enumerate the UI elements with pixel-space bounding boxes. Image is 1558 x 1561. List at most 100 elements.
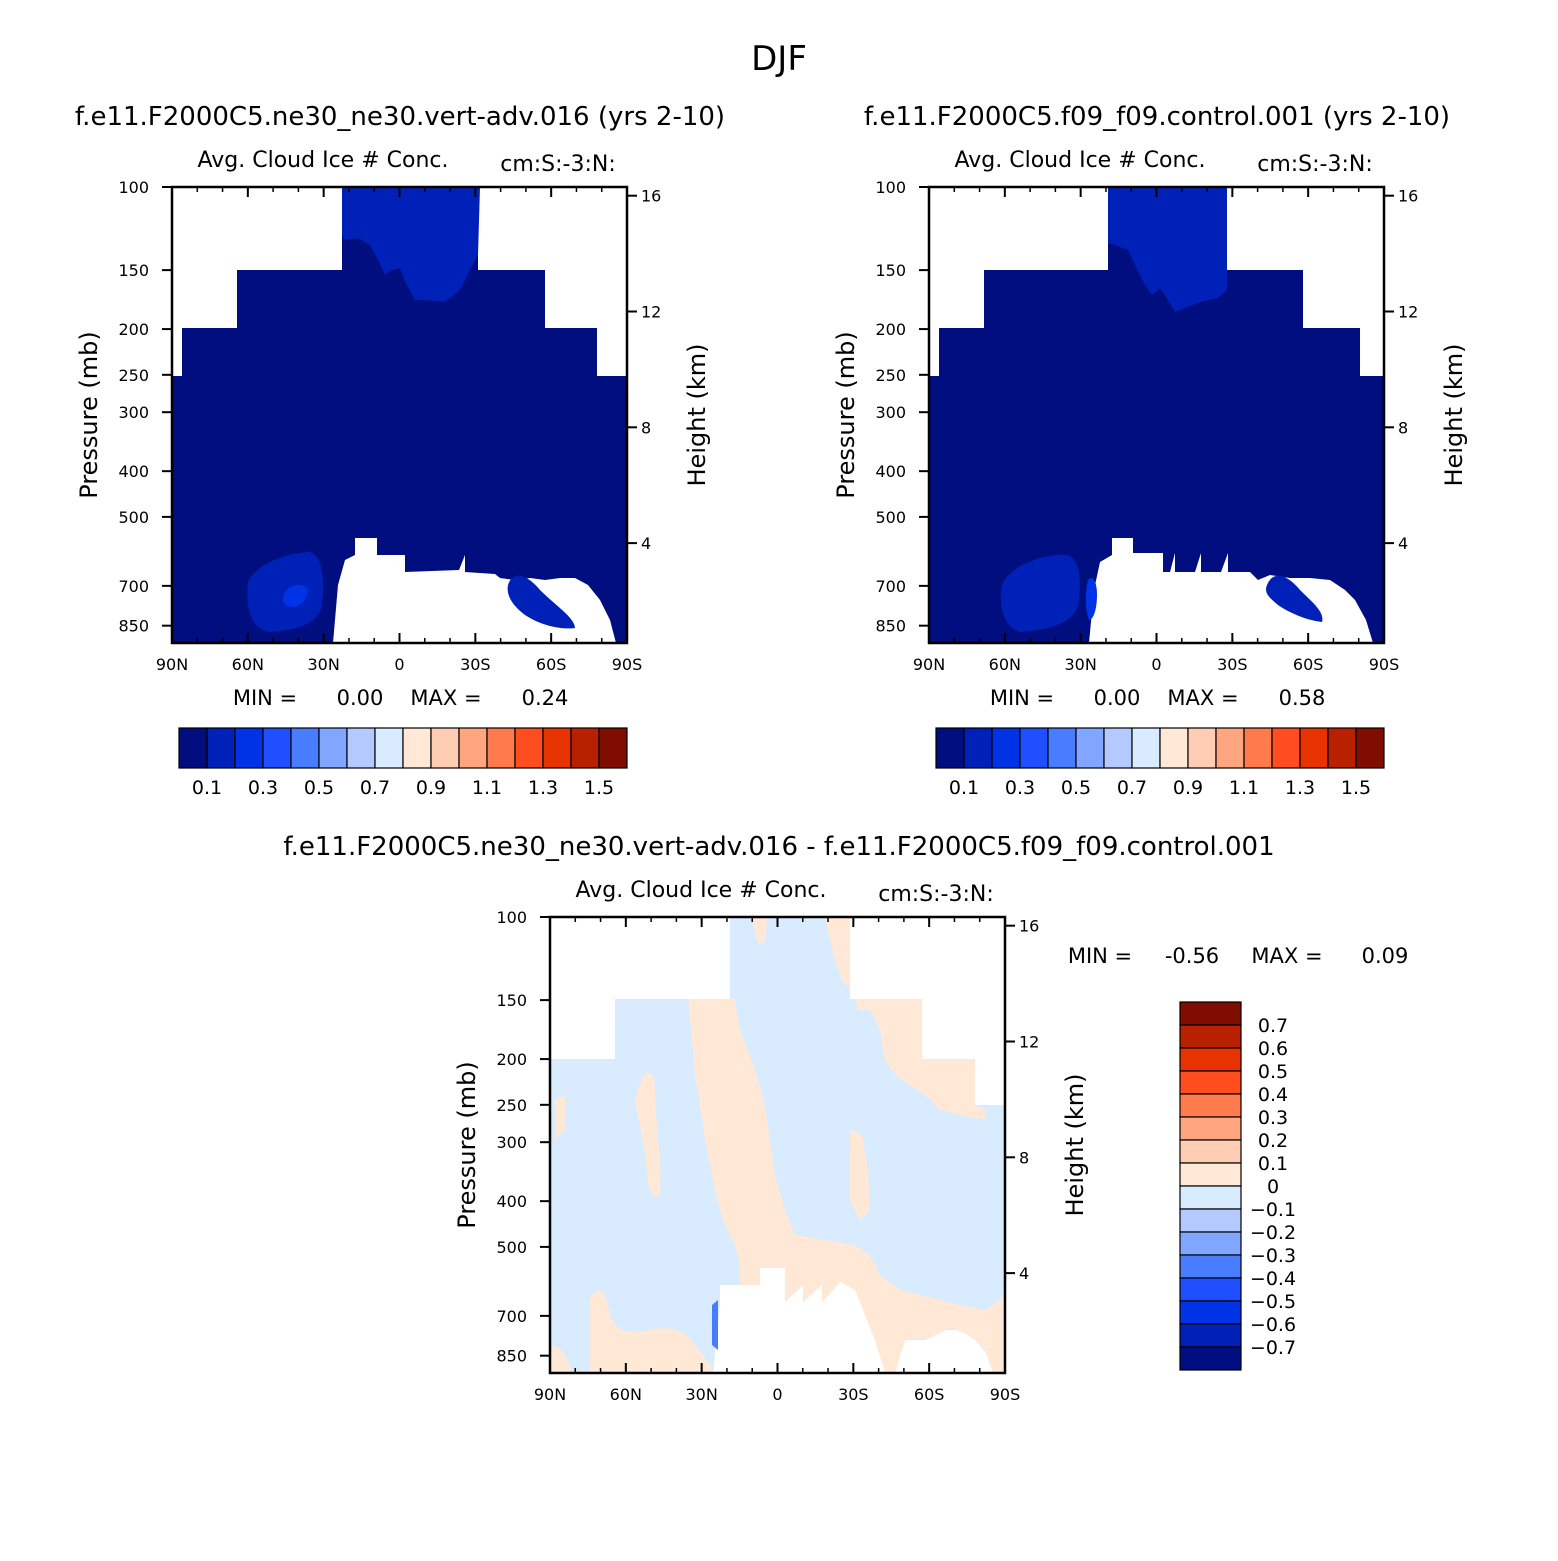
panel-bottom-variable-label: Avg. Cloud Ice # Conc. — [576, 878, 827, 903]
colorbar-swatch — [402, 727, 432, 769]
colorbar-swatch — [1215, 727, 1245, 769]
y-tick-label: 100 — [118, 178, 149, 197]
colorbar-swatch — [1179, 1093, 1242, 1118]
colorbar-swatch — [234, 727, 264, 769]
colorbar-label: 0.1 — [192, 777, 222, 799]
y-tick-label: 400 — [875, 462, 906, 481]
x-tick-label: 0 — [1151, 655, 1161, 674]
panel-top-left-min-label: MIN = — [233, 686, 297, 710]
panel-bottom-min-value: -0.56 — [1165, 944, 1219, 968]
x-tick-label: 90S — [612, 655, 643, 674]
colorbar-swatch — [1327, 727, 1357, 769]
y2-tick-label: 4 — [641, 534, 651, 553]
colorbar-swatch — [1271, 727, 1301, 769]
y2-tick-label: 4 — [1398, 534, 1408, 553]
y-tick-label: 100 — [496, 908, 527, 927]
panel-bottom-field-blue-speck — [712, 1300, 718, 1350]
panel-top-right-case-title: f.e11.F2000C5.f09_f09.control.001 (yrs 2… — [864, 102, 1450, 132]
y-tick-label: 300 — [875, 403, 906, 422]
x-tick-label: 90S — [990, 1385, 1021, 1404]
colorbar-swatch — [542, 727, 572, 769]
panel-bottom-field-peach-left-edge — [550, 1345, 572, 1373]
y-axis-label: Pressure (mb) — [832, 331, 860, 498]
panel-top-left-case-title: f.e11.F2000C5.ne30_ne30.vert-adv.016 (yr… — [75, 102, 725, 132]
axes-top-left: 90N 60N 30N 0 30S 60S 90S 100 150 200 250 300 400 500… — [75, 178, 711, 674]
x-tick-label: 90N — [156, 655, 188, 674]
y-tick-label: 500 — [496, 1238, 527, 1257]
colorbar-label: −0.5 — [1250, 1291, 1296, 1313]
panel-top-right-min-label: MIN = — [990, 686, 1054, 710]
panel-top-right-min-value: 0.00 — [1094, 686, 1141, 710]
y2-tick-label: 4 — [1019, 1264, 1029, 1283]
panel-top-left: Avg. Cloud Ice # Conc. cm:S:-3:N: MIN = … — [170, 148, 629, 710]
y-tick-label: 300 — [118, 403, 149, 422]
colorbar-label: 0.7 — [1258, 1015, 1288, 1037]
panel-bottom-field-peach-top-mid — [752, 917, 768, 945]
y-tick-label: 100 — [875, 178, 906, 197]
colorbar-swatch — [1179, 1001, 1242, 1026]
panel-top-left-max-value: 0.24 — [522, 686, 569, 710]
colorbar-label: 0.1 — [1258, 1153, 1288, 1175]
colorbar-swatch — [1179, 1070, 1242, 1095]
panel-top-right-field-blob-mid — [1085, 578, 1097, 620]
colorbar-swatch — [374, 727, 404, 769]
panel-top-right-field-upper-blue — [1108, 187, 1227, 312]
panel-bottom-plot-area — [548, 915, 1007, 1375]
y-tick-label: 150 — [496, 991, 527, 1010]
colorbar-label: 0.6 — [1258, 1038, 1288, 1060]
panel-top-left-max-label: MAX = — [410, 686, 481, 710]
y-tick-label: 400 — [496, 1192, 527, 1211]
colorbar-swatch — [1179, 1162, 1242, 1187]
axes-bottom: 90N 60N 30N 0 30S 60S 90S 100 150 200 250 300 400 500… — [453, 908, 1089, 1404]
panel-top-left-variable-label: Avg. Cloud Ice # Conc. — [198, 148, 449, 173]
panel-bottom-field-peach-right-strip — [850, 1130, 870, 1220]
y-tick-label: 400 — [118, 462, 149, 481]
colorbar-swatch — [178, 727, 208, 769]
y2-tick-label: 16 — [641, 187, 661, 206]
panel-top-right: Avg. Cloud Ice # Conc. cm:S:-3:N: MIN = … — [927, 148, 1386, 710]
y2-tick-label: 16 — [1019, 917, 1039, 936]
y2-axis-label: Height (km) — [683, 344, 711, 487]
colorbar-label: 0.2 — [1258, 1130, 1288, 1152]
colorbar-swatch — [1179, 1139, 1242, 1164]
colorbar-swatch — [1075, 727, 1105, 769]
colorbar-swatch — [514, 727, 544, 769]
colorbar-swatch — [1131, 727, 1161, 769]
panel-bottom-field-peach-top-right — [855, 999, 985, 1120]
colorbar-label: −0.1 — [1250, 1199, 1296, 1221]
panel-top-left-units-label: cm:S:-3:N: — [500, 152, 616, 177]
colorbar-swatch — [1179, 1185, 1242, 1210]
colorbar-label: 0.3 — [248, 777, 278, 799]
colorbar-label: 1.3 — [1285, 777, 1315, 799]
colorbar-swatch — [206, 727, 236, 769]
y-tick-label: 850 — [496, 1347, 527, 1366]
colorbar-swatch — [1355, 727, 1385, 769]
panel-bottom-min-label: MIN = — [1068, 944, 1132, 968]
colorbar-swatch — [346, 727, 376, 769]
colorbar-label: 1.1 — [472, 777, 502, 799]
colorbar-swatch — [290, 727, 320, 769]
panel-bottom-max-label: MAX = — [1251, 944, 1322, 968]
colorbar-swatch — [1179, 1024, 1242, 1049]
colorbar-swatch — [486, 727, 516, 769]
colorbar-label: 0.5 — [1258, 1061, 1288, 1083]
colorbar-label: −0.4 — [1250, 1268, 1296, 1290]
colorbar-swatch — [1243, 727, 1273, 769]
x-tick-label: 30N — [1065, 655, 1097, 674]
y2-tick-label: 8 — [641, 418, 651, 437]
colorbar-label: 0.7 — [360, 777, 390, 799]
x-tick-label: 30S — [838, 1385, 869, 1404]
panel-top-right-units-label: cm:S:-3:N: — [1257, 152, 1373, 177]
colorbar-swatch — [318, 727, 348, 769]
x-tick-label: 30N — [686, 1385, 718, 1404]
y-tick-label: 200 — [875, 320, 906, 339]
colorbar-label: 0.5 — [1061, 777, 1091, 799]
y2-axis-label: Height (km) — [1061, 1074, 1089, 1217]
y-tick-label: 850 — [118, 617, 149, 636]
y2-tick-label: 12 — [1398, 302, 1418, 321]
y-tick-label: 200 — [496, 1050, 527, 1069]
axes-and-colorbars: 90N 60N 30N 0 30S 60S 90S100150200250300400500… — [75, 178, 1468, 1404]
colorbar-top-left: 0.1 0.3 0.5 0.7 0.9 1.1 1.3 1.5 — [178, 727, 628, 799]
panel-top-right-field-dark — [929, 187, 1384, 643]
